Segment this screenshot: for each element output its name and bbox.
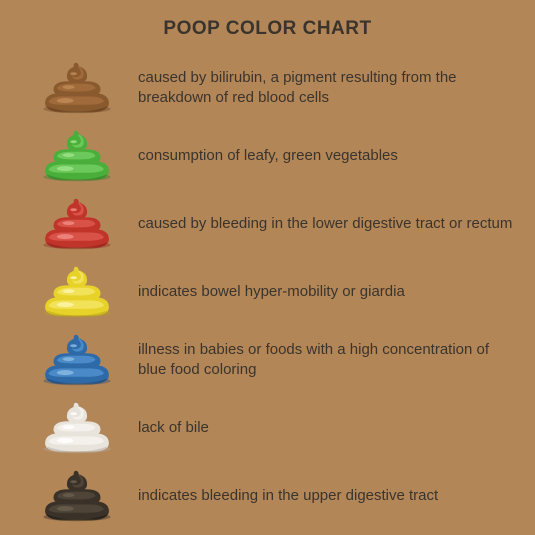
chart-row-description: consumption of leafy, green vegetables xyxy=(132,146,513,166)
poop-icon-yellow xyxy=(22,265,132,319)
chart-title: POOP COLOR CHART xyxy=(22,18,513,40)
chart-row-brown: caused by bilirubin, a pigment resulting… xyxy=(22,54,513,122)
chart-row-description: caused by bilirubin, a pigment resulting… xyxy=(132,68,513,109)
poop-icon-brown xyxy=(22,61,132,115)
chart-row-description: illness in babies or foods with a high c… xyxy=(132,340,513,381)
chart-row-description: indicates bowel hyper-mobility or giardi… xyxy=(132,282,513,302)
chart-row-blue: illness in babies or foods with a high c… xyxy=(22,326,513,394)
poop-icon-white xyxy=(22,401,132,455)
chart-row-green: consumption of leafy, green vegetables xyxy=(22,122,513,190)
chart-row-black: indicates bleeding in the upper digestiv… xyxy=(22,462,513,530)
chart-row-yellow: indicates bowel hyper-mobility or giardi… xyxy=(22,258,513,326)
poop-color-chart: POOP COLOR CHART caused by bilirubin, a … xyxy=(0,0,535,535)
chart-row-red: caused by bleeding in the lower digestiv… xyxy=(22,190,513,258)
chart-rows: caused by bilirubin, a pigment resulting… xyxy=(22,54,513,530)
chart-row-description: indicates bleeding in the upper digestiv… xyxy=(132,486,513,506)
chart-row-description: lack of bile xyxy=(132,418,513,438)
poop-icon-blue xyxy=(22,333,132,387)
chart-row-white: lack of bile xyxy=(22,394,513,462)
chart-row-description: caused by bleeding in the lower digestiv… xyxy=(132,214,513,234)
poop-icon-green xyxy=(22,129,132,183)
poop-icon-black xyxy=(22,469,132,523)
poop-icon-red xyxy=(22,197,132,251)
